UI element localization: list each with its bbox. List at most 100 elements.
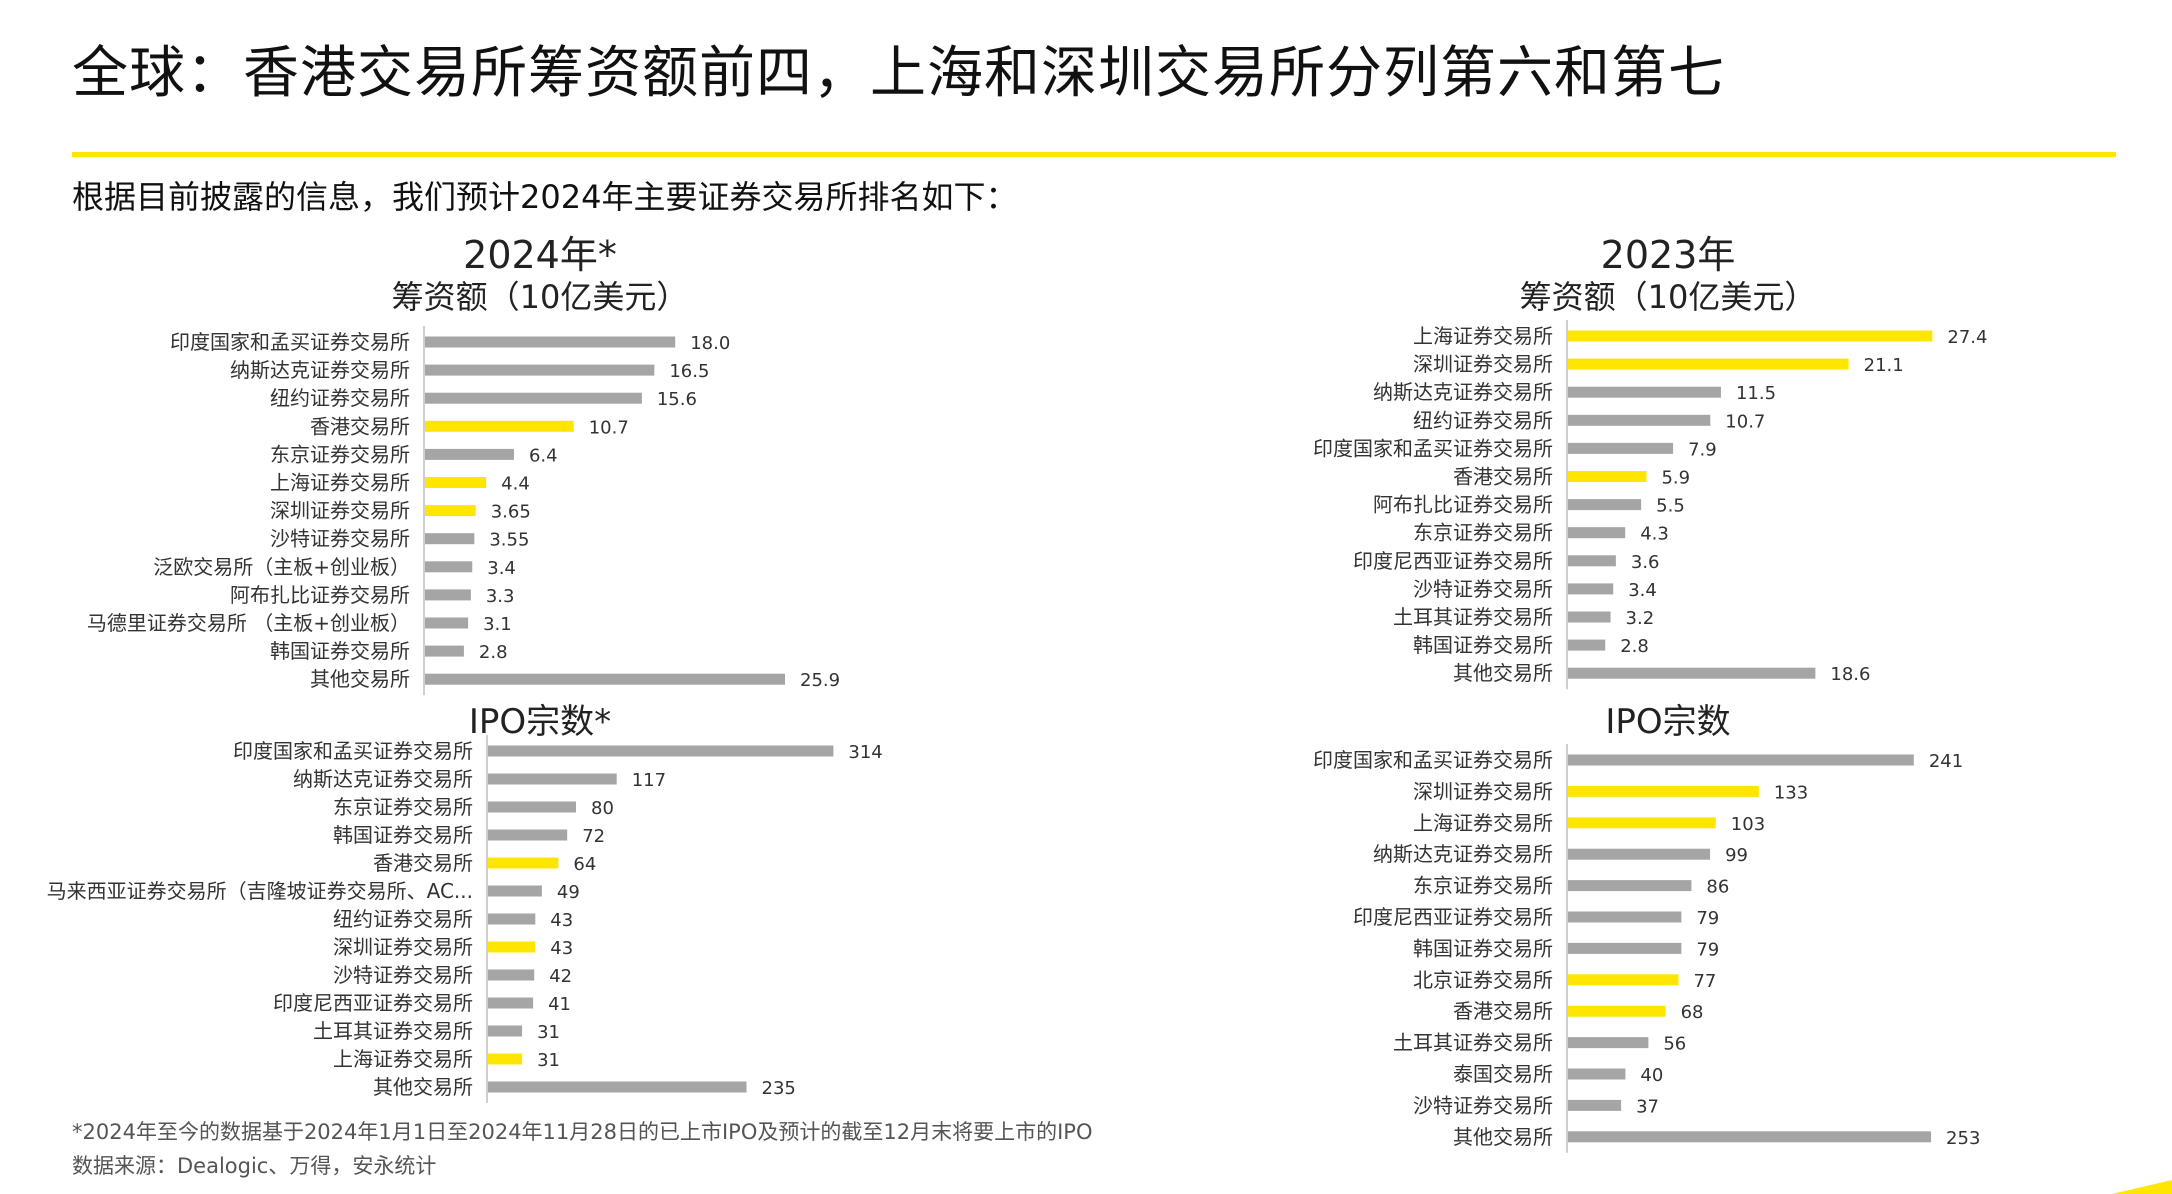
category-label: 纽约证券交易所	[270, 386, 410, 410]
category-label: 阿布扎比证券交易所	[1373, 493, 1553, 517]
bar	[1568, 414, 1711, 426]
bar	[1568, 386, 1721, 398]
value-label: 56	[1663, 1034, 1686, 1055]
bar	[425, 392, 642, 404]
bar	[1568, 754, 1914, 766]
bar	[1568, 848, 1711, 860]
bar	[1568, 1005, 1666, 1017]
value-label: 79	[1696, 939, 1719, 960]
value-label: 314	[848, 742, 882, 763]
chart-title: 2024年*	[463, 233, 617, 277]
bar	[488, 801, 576, 813]
bar	[488, 857, 559, 869]
value-label: 25.9	[800, 670, 840, 691]
value-label: 253	[1946, 1128, 1980, 1149]
category-label: 东京证券交易所	[1413, 521, 1553, 545]
bar	[425, 505, 476, 517]
category-label: 印度国家和孟买证券交易所	[170, 330, 410, 354]
category-label: 印度国家和孟买证券交易所	[233, 739, 473, 763]
bar	[1568, 880, 1692, 892]
value-label: 31	[537, 1022, 560, 1043]
category-label: 纽约证券交易所	[1413, 408, 1553, 432]
value-label: 2.8	[1620, 636, 1649, 657]
category-label: 马来西亚证券交易所（吉隆坡证券交易所、AC...	[47, 879, 473, 903]
value-label: 68	[1681, 1002, 1704, 1023]
value-label: 86	[1706, 877, 1729, 898]
chart-title: IPO宗数*	[469, 702, 611, 742]
value-label: 103	[1731, 814, 1765, 835]
value-label: 3.1	[483, 614, 512, 635]
value-label: 80	[591, 798, 614, 819]
bar	[1568, 442, 1674, 454]
bar	[1568, 639, 1606, 651]
value-label: 99	[1725, 845, 1748, 866]
category-label: 韩国证券交易所	[1413, 936, 1553, 960]
category-label: 香港交易所	[1453, 999, 1553, 1023]
corner-accent	[2112, 1180, 2172, 1194]
bar	[488, 885, 542, 897]
value-label: 77	[1693, 971, 1716, 992]
bar	[1568, 499, 1642, 511]
category-label: 土耳其证券交易所	[1393, 605, 1553, 629]
value-label: 133	[1774, 782, 1808, 803]
bar	[1568, 785, 1759, 797]
value-label: 31	[537, 1050, 560, 1071]
value-label: 241	[1929, 751, 1963, 772]
value-label: 2.8	[479, 642, 508, 663]
chart-subtitle: 筹资额（10亿美元）	[1520, 278, 1817, 316]
category-label: 纳斯达克证券交易所	[230, 358, 410, 382]
bar	[1568, 942, 1682, 954]
category-label: 印度国家和孟买证券交易所	[1313, 436, 1553, 460]
chart-subtitle: 筹资额（10亿美元）	[392, 278, 689, 316]
value-label: 3.4	[1628, 580, 1657, 601]
bar	[1568, 358, 1849, 370]
bar	[1568, 1068, 1626, 1080]
category-label: 香港交易所	[373, 851, 473, 875]
category-label: 泛欧交易所（主板+创业板）	[153, 555, 410, 579]
bar	[425, 448, 514, 460]
bar	[1568, 330, 1933, 342]
bar	[425, 364, 655, 376]
value-label: 3.6	[1631, 552, 1660, 573]
category-label: 纳斯达克证券交易所	[293, 767, 473, 791]
bar	[425, 533, 475, 545]
category-label: 阿布扎比证券交易所	[230, 583, 410, 607]
page-title: 全球：香港交易所筹资额前四，上海和深圳交易所分列第六和第七	[72, 41, 1725, 106]
category-label: 韩国证券交易所	[333, 823, 473, 847]
category-label: 沙特证券交易所	[1413, 1093, 1553, 1117]
value-label: 11.5	[1736, 383, 1776, 404]
category-label: 北京证券交易所	[1413, 968, 1553, 992]
category-label: 上海证券交易所	[1413, 811, 1553, 835]
value-label: 7.9	[1688, 439, 1717, 460]
value-label: 41	[548, 994, 571, 1015]
bar	[425, 645, 464, 657]
value-label: 27.4	[1947, 327, 1987, 348]
bar	[1568, 555, 1616, 567]
category-label: 纳斯达克证券交易所	[1373, 380, 1553, 404]
value-label: 4.3	[1640, 524, 1669, 545]
category-label: 沙特证券交易所	[1413, 577, 1553, 601]
category-label: 深圳证券交易所	[1413, 779, 1553, 803]
value-label: 15.6	[657, 389, 697, 410]
bar	[425, 561, 473, 573]
bar	[1568, 471, 1647, 482]
bar	[488, 913, 536, 925]
value-label: 37	[1636, 1096, 1659, 1117]
bar	[488, 773, 617, 785]
bar	[488, 1081, 747, 1093]
value-label: 18.0	[690, 333, 730, 354]
value-label: 43	[550, 938, 573, 959]
category-label: 上海证券交易所	[333, 1047, 473, 1071]
bar	[1568, 1037, 1649, 1049]
value-label: 117	[632, 770, 666, 791]
category-label: 其他交易所	[310, 667, 410, 691]
bar	[1568, 667, 1816, 679]
value-label: 18.6	[1830, 664, 1870, 685]
bar	[488, 997, 534, 1009]
bar	[488, 1053, 523, 1065]
bar	[425, 617, 469, 629]
bar	[1568, 527, 1626, 539]
value-label: 3.55	[489, 530, 529, 551]
